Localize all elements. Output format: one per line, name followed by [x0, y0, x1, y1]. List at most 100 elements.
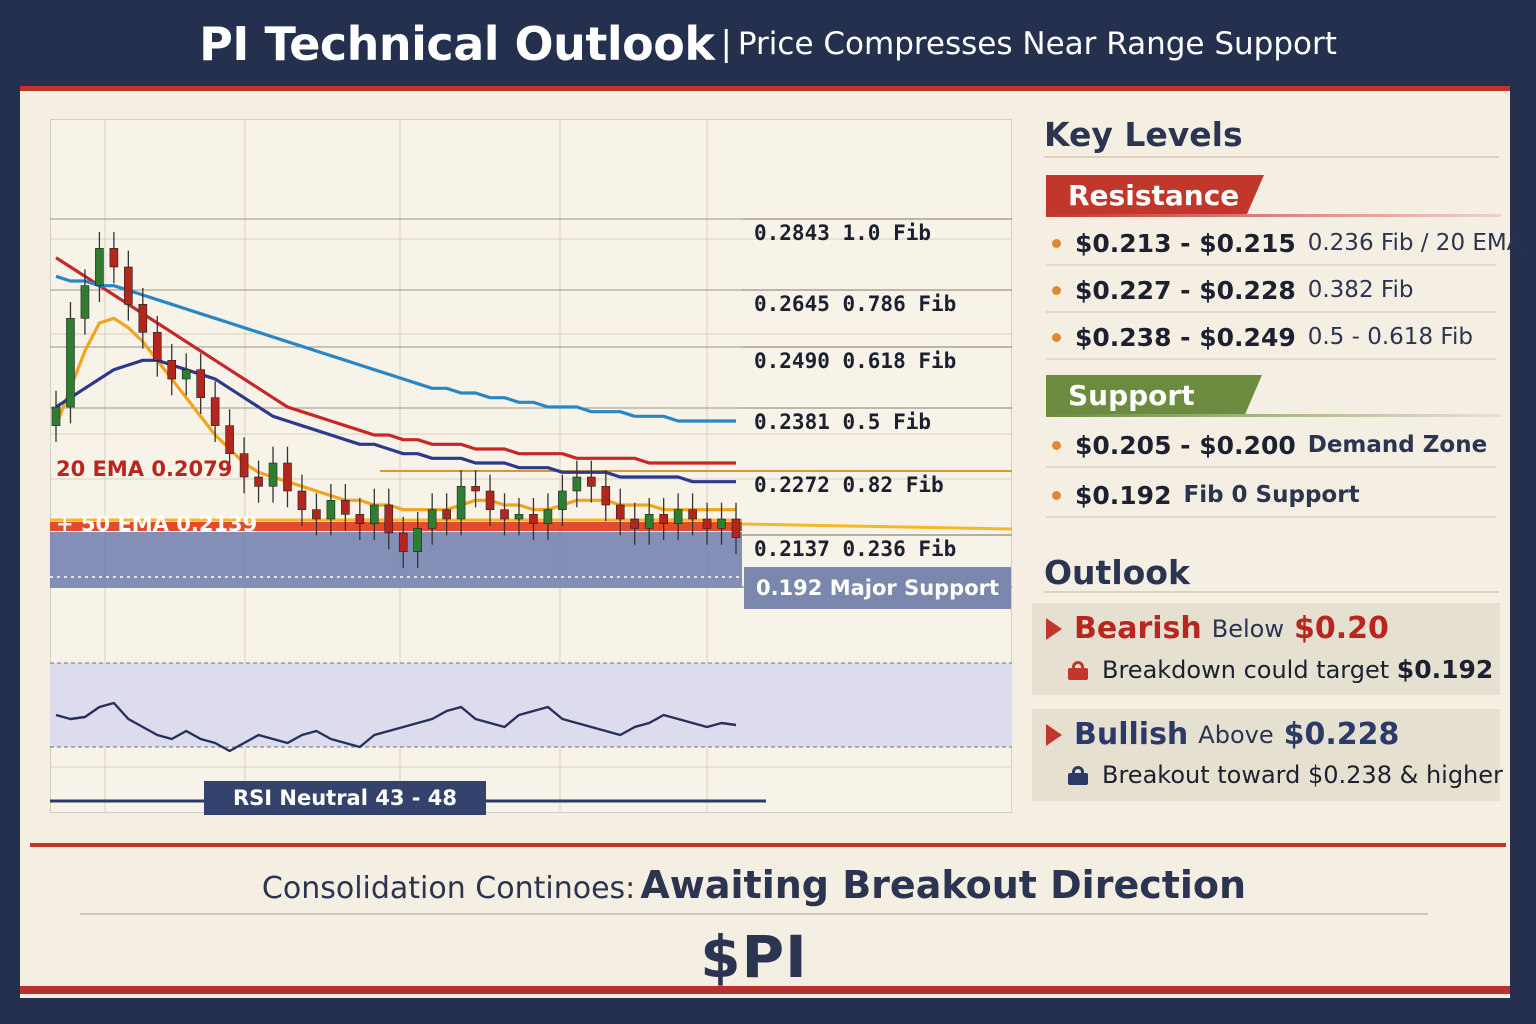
- candle-body: [152, 332, 162, 361]
- resistance-tag: Resistance: [1046, 175, 1264, 215]
- rsi-line: [55, 701, 737, 753]
- candle-body: [326, 500, 336, 520]
- rsi-band: [50, 663, 1012, 747]
- level-desc: 0.5 - 0.618 Fib: [1307, 324, 1473, 350]
- key-levels-title: Key Levels: [1044, 115, 1243, 154]
- lock-icon: [1068, 766, 1088, 785]
- candle-body: [485, 490, 495, 510]
- level-price: $0.192: [1075, 480, 1172, 510]
- bullish-detail: Breakout toward $0.238 & higher: [1102, 761, 1503, 789]
- ema20-extension: [741, 522, 1012, 531]
- ema-line: [55, 274, 736, 423]
- main-card: 0.2843 1.0 Fib 0.2645 0.786 Fib 0.2490 0.6…: [20, 86, 1523, 998]
- candle-body: [442, 509, 451, 520]
- support-row: $0.192 Fib 0 Support: [1046, 474, 1496, 518]
- bullet-icon: [1052, 332, 1061, 342]
- candle-body: [456, 486, 466, 520]
- title-bar: PI Technical Outlook | Price Compresses …: [0, 0, 1536, 88]
- divider: [30, 843, 1506, 847]
- candle-body: [196, 369, 205, 398]
- fib-label: 0.2645 0.786 Fib: [754, 292, 957, 316]
- candle-body: [644, 514, 654, 529]
- candle-body: [673, 509, 683, 524]
- divider: [1044, 156, 1499, 158]
- footer-title: Awaiting Breakout Direction: [640, 863, 1247, 907]
- level-desc: 0.382 Fib: [1307, 277, 1414, 303]
- candle-body: [572, 476, 582, 492]
- bearish-detail: Breakdown could target $0.192: [1102, 655, 1494, 684]
- candle-body: [471, 486, 480, 492]
- rsi-zone: [50, 662, 1012, 803]
- bullish-box: Bullish Above $0.228 Breakout toward $0.…: [1032, 709, 1503, 801]
- fib-label: 0.2843 1.0 Fib: [754, 221, 932, 245]
- candle-body: [630, 518, 640, 529]
- rsi-series: [55, 701, 737, 753]
- candle-body: [587, 476, 596, 487]
- bullish-mid: Above: [1198, 720, 1274, 749]
- candle-body: [500, 509, 509, 520]
- candle-body: [225, 425, 234, 454]
- page-subtitle: Price Compresses Near Range Support: [737, 26, 1337, 62]
- level-desc: Demand Zone: [1307, 432, 1488, 458]
- fib-label: 0.2381 0.5 Fib: [754, 410, 932, 434]
- candle-body: [384, 504, 394, 534]
- triangle-right-icon: [1046, 723, 1062, 746]
- candle-body: [210, 397, 220, 426]
- candle-body: [702, 518, 712, 529]
- triangle-right-icon: [1046, 617, 1062, 640]
- lock-icon: [1068, 660, 1088, 680]
- rsi-label: RSI Neutral 43 - 48: [204, 781, 486, 815]
- level-desc: Fib 0 Support: [1183, 482, 1360, 508]
- ema50-label: + 50 EMA 0.2139: [56, 512, 258, 536]
- bearish-mid: Below: [1211, 614, 1284, 643]
- ema-line: [55, 256, 736, 465]
- ema-bands: [50, 518, 1012, 588]
- resistance-row: $0.238 - $0.249 0.5 - 0.618 Fib: [1046, 316, 1496, 360]
- fib-label: 0.2272 0.82 Fib: [754, 473, 944, 497]
- candle-body: [268, 462, 278, 487]
- candle-body: [312, 509, 321, 520]
- candle-body: [731, 518, 741, 538]
- candle-body: [80, 285, 90, 319]
- candle-body: [51, 406, 61, 426]
- candle-body: [355, 514, 365, 524]
- candle-body: [181, 369, 191, 380]
- candle-body: [95, 248, 104, 286]
- bullish-price: $0.228: [1283, 717, 1400, 752]
- candle-body: [167, 360, 177, 380]
- candle-body: [659, 514, 668, 524]
- candle-body: [717, 518, 726, 529]
- card-bottom-border: [20, 986, 1510, 994]
- candle-body: [283, 462, 292, 492]
- divider: [80, 913, 1428, 915]
- price-chart: [50, 119, 1012, 813]
- bullish-key: Bullish: [1074, 717, 1189, 752]
- candles: [51, 232, 741, 568]
- divider: [1046, 414, 1501, 417]
- divider: [1044, 591, 1499, 593]
- candle-body: [558, 490, 567, 510]
- candle-body: [615, 504, 625, 520]
- resistance-row: $0.227 - $0.228 0.382 Fib: [1046, 269, 1496, 313]
- candle-body: [413, 528, 423, 552]
- footer-lead: Consolidation Continoes:: [261, 871, 636, 906]
- candle-body: [543, 509, 553, 524]
- candle-body: [124, 266, 133, 305]
- candle-body: [239, 453, 249, 478]
- major-support-label: 0.192 Major Support: [744, 567, 1011, 609]
- candle-body: [529, 514, 538, 524]
- candle-body: [297, 490, 307, 510]
- candle-body: [66, 318, 75, 408]
- support-tag: Support: [1046, 375, 1262, 415]
- bullet-icon: [1052, 440, 1061, 450]
- support-row: $0.205 - $0.200 Demand Zone: [1046, 424, 1496, 468]
- candle-body: [341, 500, 350, 515]
- ema50-band: [50, 532, 742, 588]
- bullet-icon: [1052, 285, 1061, 295]
- candle-body: [427, 509, 437, 529]
- level-price: $0.205 - $0.200: [1075, 430, 1296, 460]
- candle-body: [138, 304, 148, 333]
- title-separator: |: [720, 24, 732, 64]
- level-price: $0.213 - $0.215: [1075, 228, 1296, 258]
- level-price: $0.227 - $0.228: [1075, 275, 1296, 305]
